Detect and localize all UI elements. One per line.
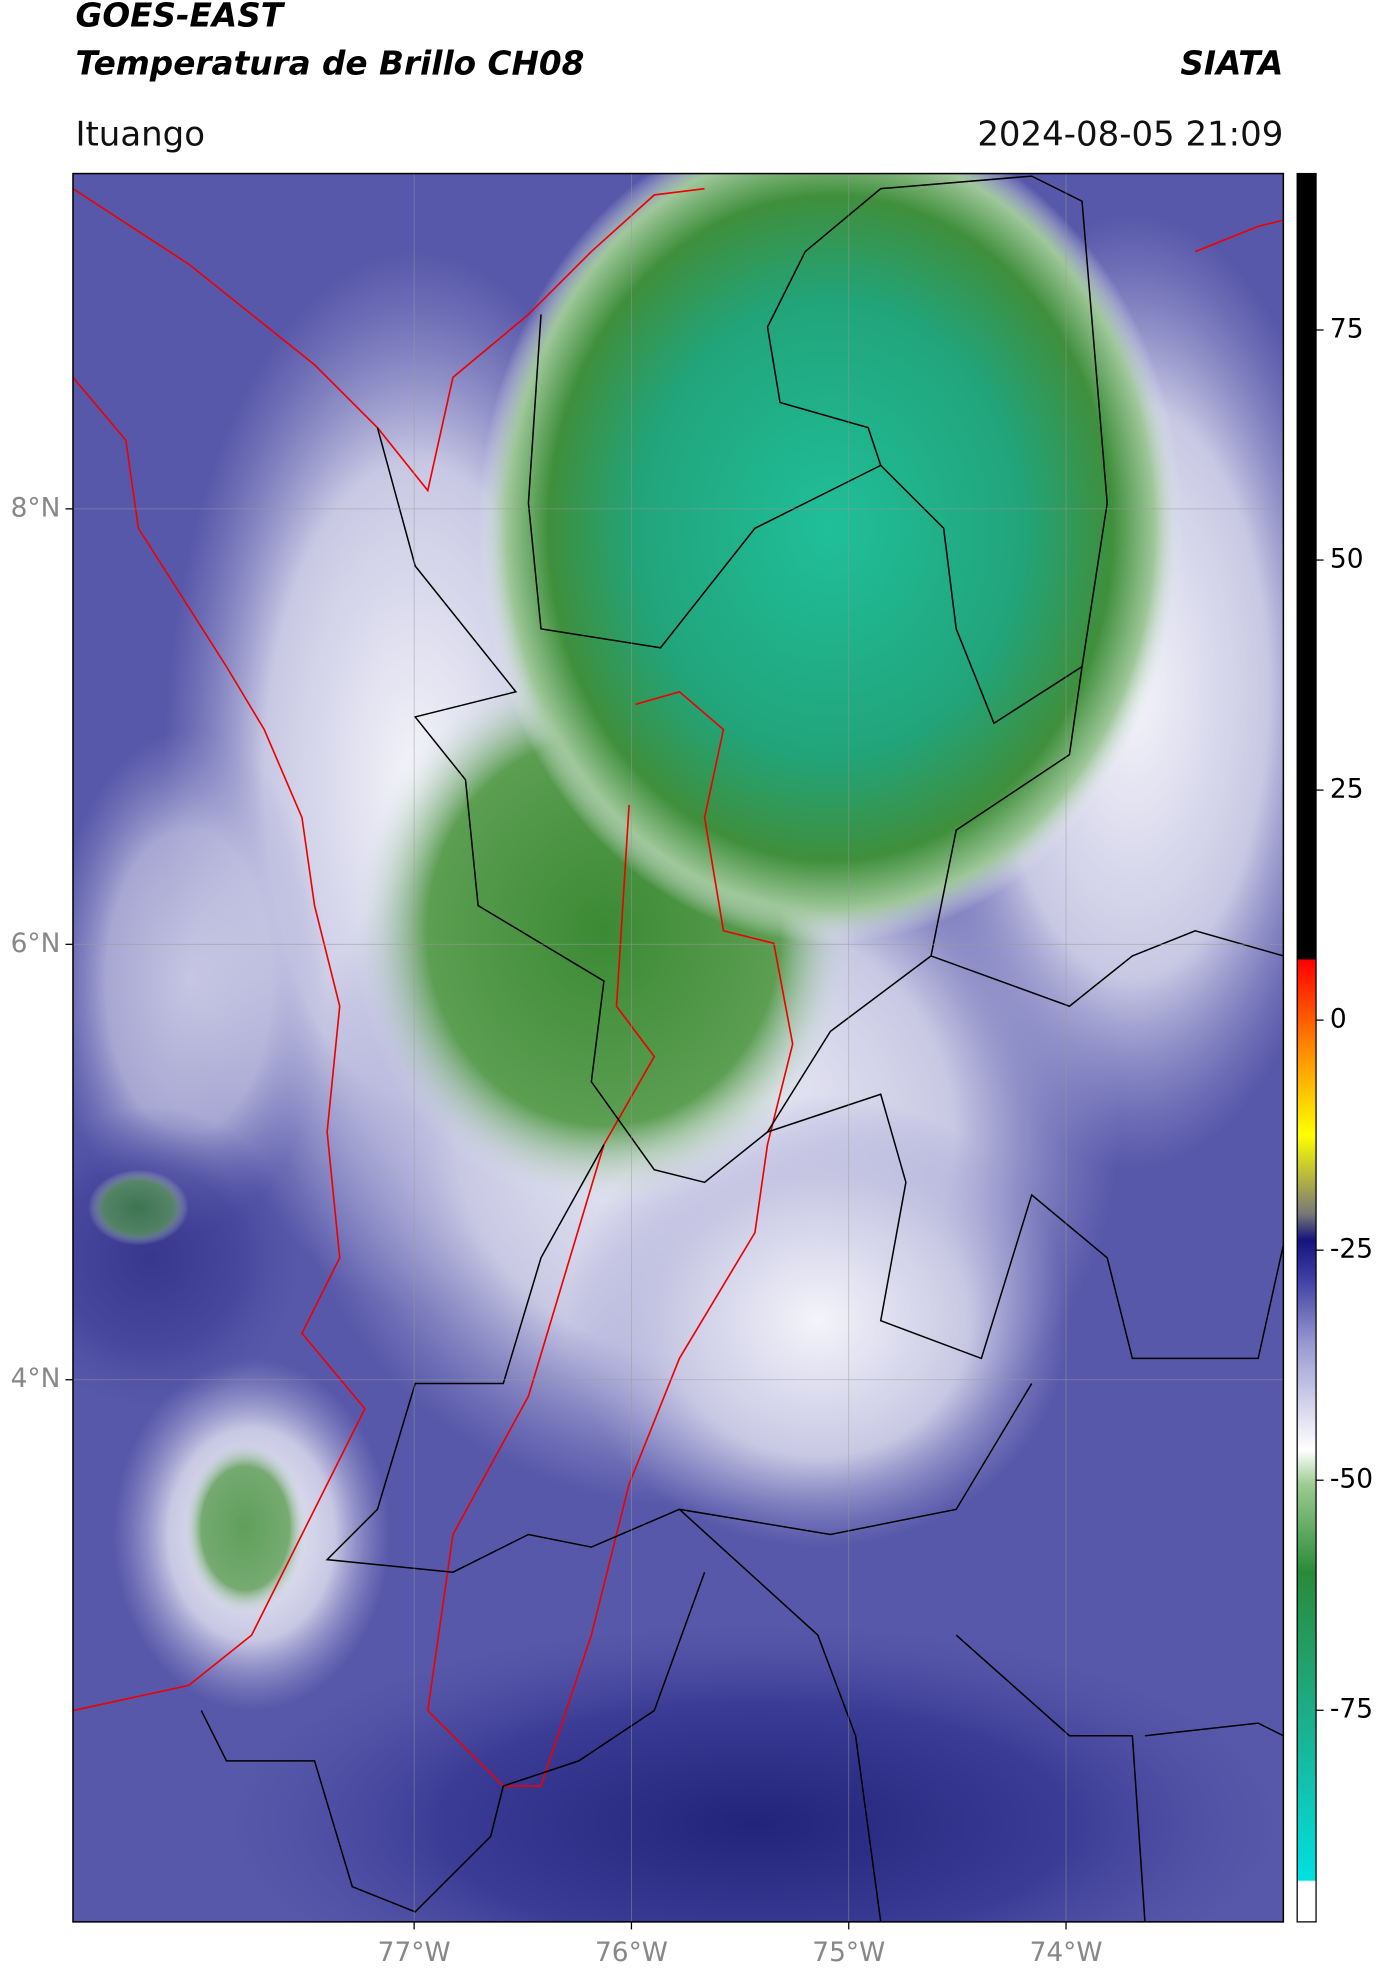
x-tick-label: 76°W	[595, 1937, 668, 1968]
x-tick-label: 74°W	[1030, 1937, 1103, 1968]
y-tick-label: 8°N	[11, 492, 61, 523]
title: GOES-EAST	[75, 0, 285, 35]
colorbar-tick-label: -75	[1330, 1694, 1373, 1725]
y-tick-label: 4°N	[11, 1363, 61, 1394]
datetime: 2024-08-05 21:09	[977, 114, 1283, 154]
colorbar	[1296, 172, 1317, 1923]
map-frame	[72, 172, 1285, 1923]
x-tick-label: 75°W	[812, 1937, 885, 1968]
colorbar-tick-label: 25	[1330, 774, 1364, 805]
colorbar-tick-label: 0	[1330, 1004, 1347, 1035]
subtitle: Temperatura de Brillo CH08	[75, 44, 584, 82]
source: SIATA	[1180, 44, 1283, 82]
grid	[72, 173, 1284, 1922]
y-tick-label: 6°N	[11, 928, 61, 959]
satellite-image	[72, 173, 1284, 1922]
colorbar-tick-label: 75	[1330, 314, 1364, 345]
colorbar-tick-label: -50	[1330, 1464, 1373, 1495]
location: Ituango	[75, 114, 205, 154]
colorbar-tick-label: 50	[1330, 544, 1364, 575]
colorbar-tick-label: -25	[1330, 1234, 1373, 1265]
x-tick-label: 77°W	[378, 1937, 451, 1968]
